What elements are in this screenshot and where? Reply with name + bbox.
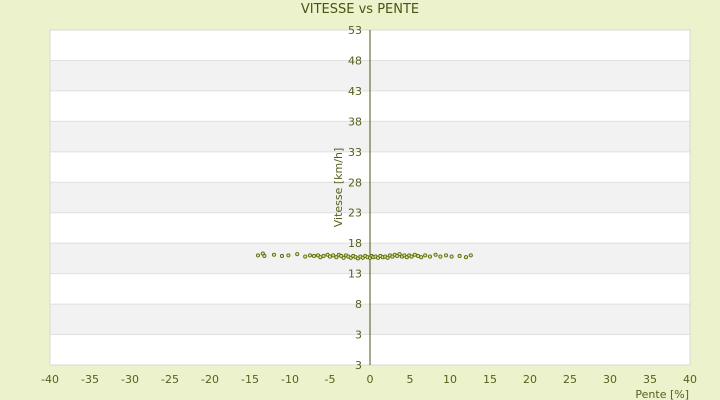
data-point [443,253,449,258]
x-tick-label: 5 [407,373,414,386]
data-point [433,252,438,257]
y-tick-label: 13 [348,268,362,281]
data-point [412,252,417,257]
data-point [318,255,323,260]
y-tick-label: 43 [348,85,362,98]
x-tick-label: -15 [241,373,259,386]
x-tick-label: 30 [603,373,617,386]
data-point [415,253,421,259]
y-tick-label: 23 [348,207,362,220]
y-tick-label: 8 [355,298,362,311]
y-tick-label: 38 [348,115,362,128]
y-axis-label: Vitesse [km/h] [332,148,345,228]
x-tick-label: -10 [281,373,299,386]
data-point [311,253,317,259]
data-point [271,252,277,257]
data-point [279,253,285,259]
data-point [341,255,346,260]
y-tick-label: 3 [355,329,362,342]
data-point [321,253,326,259]
data-point [327,254,333,259]
data-point [457,253,462,259]
data-point [303,254,308,259]
data-point [331,253,336,258]
y-tick-label: 33 [348,146,362,159]
data-point [286,253,291,258]
data-point [463,255,469,260]
x-tick-label: -30 [121,373,139,386]
x-tick-labels: -40 -35 -30 -25 -20 -15 -10 -5 0 5 10 15 20 25 30 35 40 [41,373,697,386]
data-point [262,253,267,259]
y-tick-label: 18 [348,237,362,250]
data-points [255,251,473,261]
x-tick-label: 20 [523,373,537,386]
x-tick-label: 25 [563,373,577,386]
data-point [397,252,402,257]
x-tick-label: 15 [483,373,497,386]
x-tick-label: -35 [81,373,99,386]
chart-title: VITESSE vs PENTE [300,2,420,17]
data-point [427,254,433,259]
data-point [438,254,443,259]
x-axis-label: Pente [%] [635,388,689,400]
x-tick-label: -5 [325,373,336,386]
data-point [255,253,261,258]
x-tick-label: -25 [161,373,179,386]
y-tick-label: 53 [348,24,362,37]
data-point [295,252,300,257]
x-tick-label: 10 [443,373,457,386]
data-point [385,255,390,260]
y-tick-label: 48 [348,54,362,67]
x-tick-label: -20 [201,373,219,386]
x-tick-label: 40 [683,373,697,386]
y-tick-label: 3 [355,359,362,372]
data-point [334,255,339,260]
x-tick-label: 35 [643,373,657,386]
data-point [409,254,414,259]
x-tick-label: 0 [367,373,374,386]
data-point [468,253,473,258]
x-tick-label: -40 [41,373,59,386]
data-point [423,253,428,258]
data-point [449,254,454,259]
y-tick-label: 28 [348,176,362,189]
data-point [419,255,424,260]
data-point [307,253,313,258]
